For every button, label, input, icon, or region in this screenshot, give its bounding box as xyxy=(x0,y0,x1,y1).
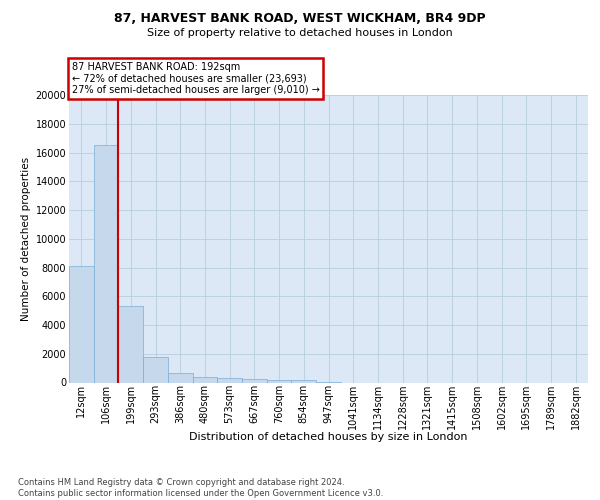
Text: Contains HM Land Registry data © Crown copyright and database right 2024.
Contai: Contains HM Land Registry data © Crown c… xyxy=(18,478,383,498)
Bar xyxy=(168,373,193,382)
Bar xyxy=(94,146,118,382)
X-axis label: Distribution of detached houses by size in London: Distribution of detached houses by size … xyxy=(189,432,468,442)
Bar xyxy=(217,378,242,382)
Text: 87, HARVEST BANK ROAD, WEST WICKHAM, BR4 9DP: 87, HARVEST BANK ROAD, WEST WICKHAM, BR4… xyxy=(114,12,486,26)
Bar xyxy=(193,377,217,382)
Bar xyxy=(242,379,267,382)
Text: 87 HARVEST BANK ROAD: 192sqm
← 72% of detached houses are smaller (23,693)
27% o: 87 HARVEST BANK ROAD: 192sqm ← 72% of de… xyxy=(71,62,319,95)
Bar xyxy=(69,266,94,382)
Bar xyxy=(267,380,292,382)
Bar xyxy=(292,380,316,382)
Y-axis label: Number of detached properties: Number of detached properties xyxy=(22,156,31,321)
Bar xyxy=(143,358,168,382)
Text: Size of property relative to detached houses in London: Size of property relative to detached ho… xyxy=(147,28,453,38)
Bar xyxy=(118,306,143,382)
